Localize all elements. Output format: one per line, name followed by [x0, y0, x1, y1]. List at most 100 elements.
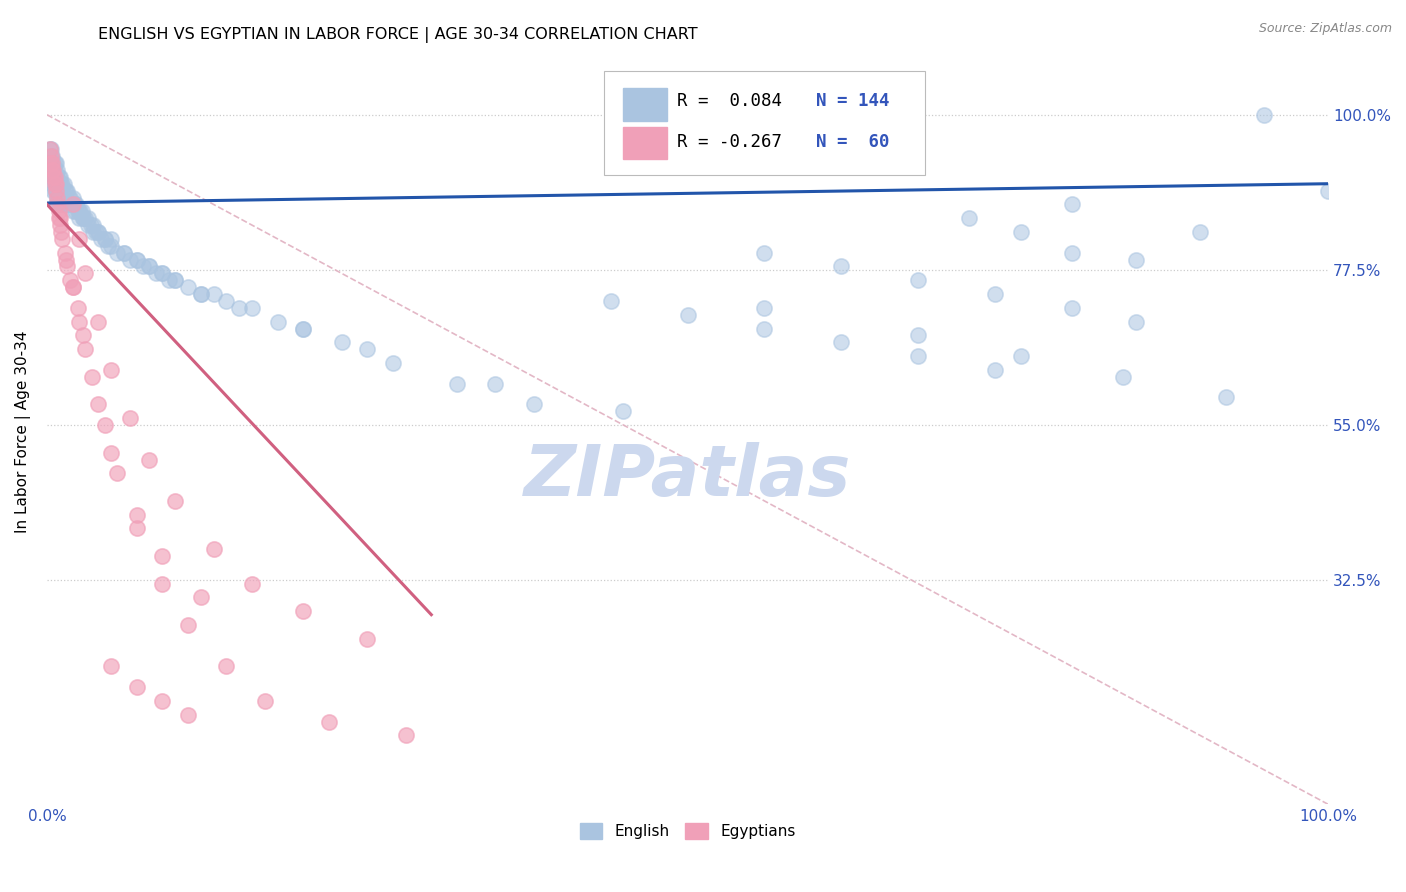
- Point: [82, 225, 104, 239]
- Point: [59, 273, 82, 287]
- Point: [42, 163, 65, 178]
- Point: [39, 156, 62, 170]
- Point: [125, 680, 148, 694]
- Point: [63, 197, 86, 211]
- Point: [253, 694, 276, 708]
- Point: [830, 335, 852, 350]
- Point: [53, 190, 76, 204]
- Point: [599, 293, 621, 308]
- Point: [48, 197, 70, 211]
- Point: [49, 218, 72, 232]
- Point: [49, 211, 72, 226]
- Point: [984, 287, 1007, 301]
- Point: [1060, 197, 1083, 211]
- FancyBboxPatch shape: [623, 127, 666, 160]
- Point: [45, 177, 67, 191]
- Point: [45, 169, 67, 184]
- Point: [44, 177, 66, 191]
- Point: [42, 156, 65, 170]
- Point: [62, 190, 84, 204]
- Point: [46, 190, 69, 204]
- Point: [100, 232, 122, 246]
- Point: [45, 184, 67, 198]
- Point: [39, 169, 62, 184]
- Point: [292, 321, 315, 335]
- Point: [112, 245, 135, 260]
- Point: [41, 177, 63, 191]
- Point: [138, 260, 160, 274]
- Point: [46, 177, 69, 191]
- Point: [356, 632, 378, 646]
- Point: [1125, 252, 1147, 267]
- Point: [67, 232, 90, 246]
- Point: [93, 418, 115, 433]
- Point: [42, 184, 65, 198]
- Point: [1112, 369, 1135, 384]
- Point: [56, 184, 79, 198]
- Text: N = 144: N = 144: [815, 92, 889, 110]
- Point: [1010, 349, 1032, 363]
- Point: [46, 197, 69, 211]
- Point: [177, 280, 200, 294]
- Point: [1189, 225, 1212, 239]
- Point: [53, 184, 76, 198]
- Point: [202, 287, 225, 301]
- Point: [55, 184, 77, 198]
- Point: [292, 604, 315, 618]
- Point: [132, 260, 155, 274]
- Point: [125, 252, 148, 267]
- Point: [612, 404, 634, 418]
- Point: [49, 177, 72, 191]
- Point: [240, 301, 263, 315]
- Point: [120, 252, 142, 267]
- Point: [165, 273, 187, 287]
- Point: [72, 211, 94, 226]
- Point: [446, 376, 468, 391]
- Point: [72, 328, 94, 343]
- Point: [1060, 301, 1083, 315]
- Point: [65, 197, 87, 211]
- Point: [87, 397, 110, 411]
- Text: Source: ZipAtlas.com: Source: ZipAtlas.com: [1258, 22, 1392, 36]
- Point: [676, 308, 699, 322]
- Point: [112, 245, 135, 260]
- Point: [49, 190, 72, 204]
- Text: ZIPatlas: ZIPatlas: [524, 442, 851, 511]
- Point: [190, 591, 212, 605]
- Point: [45, 156, 67, 170]
- Point: [77, 211, 100, 226]
- Point: [62, 197, 84, 211]
- Point: [42, 169, 65, 184]
- Point: [41, 156, 63, 170]
- Point: [66, 301, 89, 315]
- Point: [51, 177, 73, 191]
- Point: [93, 232, 115, 246]
- Point: [45, 169, 67, 184]
- Point: [44, 184, 66, 198]
- Point: [957, 211, 980, 226]
- Point: [63, 204, 86, 219]
- Point: [59, 197, 82, 211]
- Point: [754, 301, 776, 315]
- Point: [484, 376, 506, 391]
- Point: [66, 204, 89, 219]
- Point: [51, 184, 73, 198]
- Point: [356, 342, 378, 356]
- Point: [46, 190, 69, 204]
- Point: [150, 266, 173, 280]
- Point: [49, 169, 72, 184]
- Point: [100, 445, 122, 459]
- Point: [52, 190, 75, 204]
- Point: [46, 169, 69, 184]
- Point: [45, 184, 67, 198]
- Point: [84, 225, 107, 239]
- Point: [41, 163, 63, 178]
- Point: [1010, 225, 1032, 239]
- Point: [51, 190, 73, 204]
- Point: [38, 142, 60, 156]
- Point: [38, 156, 60, 170]
- Point: [138, 260, 160, 274]
- Point: [38, 142, 60, 156]
- Point: [100, 363, 122, 377]
- Point: [190, 287, 212, 301]
